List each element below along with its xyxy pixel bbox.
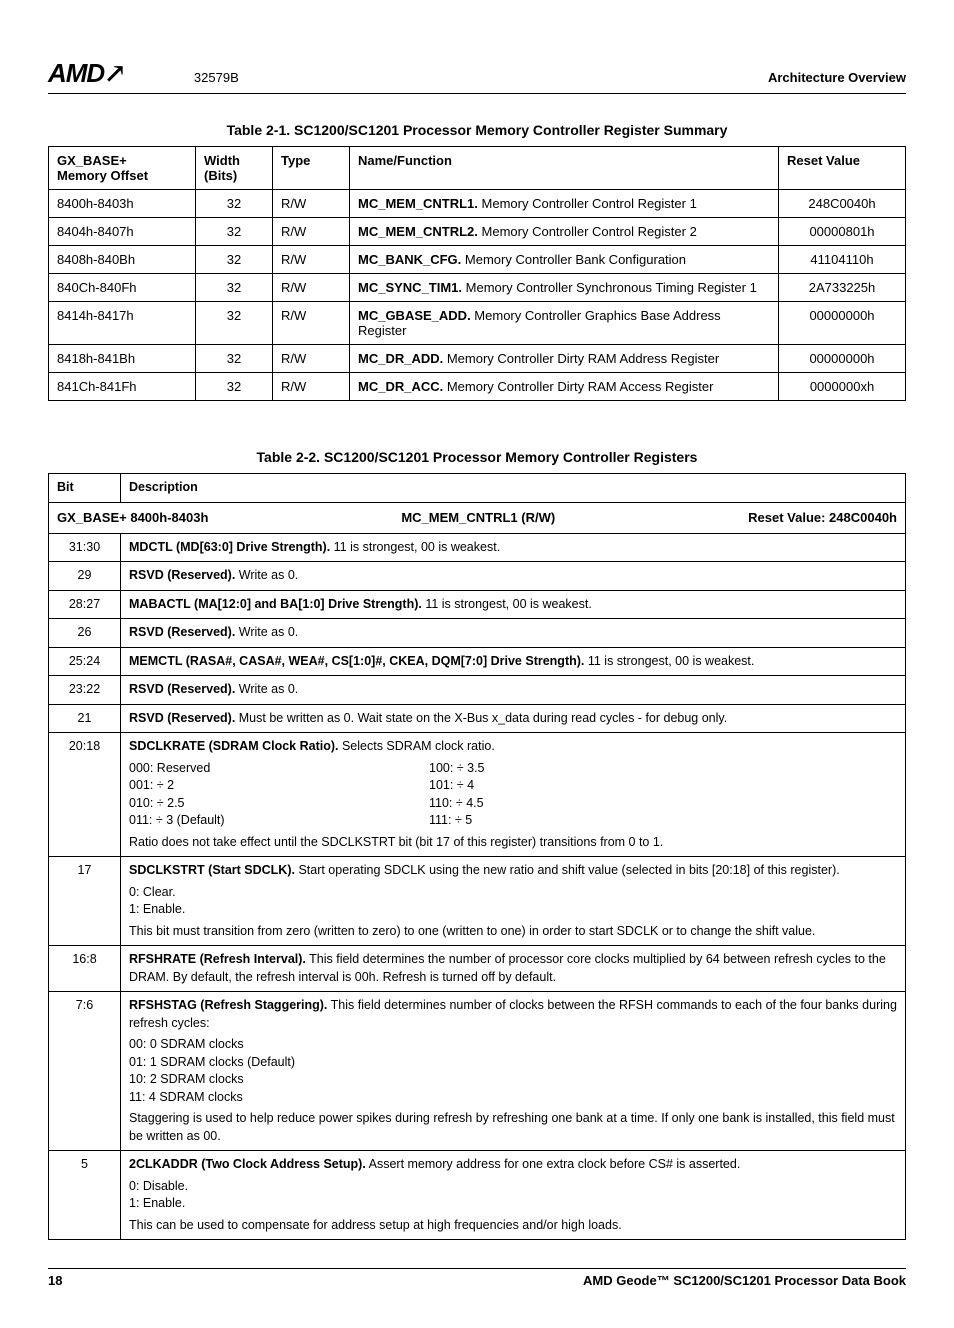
th-desc: Description	[121, 474, 906, 503]
ratio-option: 000: Reserved	[129, 760, 429, 778]
ratio-option: 001: ÷ 2	[129, 777, 429, 795]
table-row: 8408h-840Bh32R/WMC_BANK_CFG. Memory Cont…	[49, 246, 906, 274]
th-type: Type	[273, 147, 350, 190]
ratio-option: 110: ÷ 4.5	[429, 795, 729, 813]
th-name: Name/Function	[350, 147, 779, 190]
value-line: 10: 2 SDRAM clocks	[129, 1071, 897, 1089]
th-offset: GX_BASE+ Memory Offset	[49, 147, 196, 190]
ratio-option: 010: ÷ 2.5	[129, 795, 429, 813]
bit-row: 23:22RSVD (Reserved). Write as 0.	[49, 676, 906, 705]
row-tail: This bit must transition from zero (writ…	[129, 923, 897, 941]
subheader-reset: Reset Value: 248C0040h	[748, 509, 897, 527]
value-line: 1: Enable.	[129, 1195, 897, 1213]
amd-logo: AMD	[48, 58, 104, 88]
table-row: 8404h-8407h32R/WMC_MEM_CNTRL2. Memory Co…	[49, 218, 906, 246]
subheader-name: MC_MEM_CNTRL1 (R/W)	[401, 509, 555, 527]
bit-row: 25:24MEMCTL (RASA#, CASA#, WEA#, CS[1:0]…	[49, 647, 906, 676]
bit-row: 20:18 SDCLKRATE (SDRAM Clock Ratio). Sel…	[49, 733, 906, 857]
page-number: 18	[48, 1273, 62, 1288]
running-footer: 18 AMD Geode™ SC1200/SC1201 Processor Da…	[48, 1268, 906, 1288]
bit-row: 26RSVD (Reserved). Write as 0.	[49, 619, 906, 648]
th-bit: Bit	[49, 474, 121, 503]
doc-id: 32579B	[194, 70, 239, 85]
running-header: AMD↗ 32579B Architecture Overview	[48, 58, 906, 94]
page-root: AMD↗ 32579B Architecture Overview Table …	[0, 0, 954, 1328]
subheader-offset: GX_BASE+ 8400h-8403h	[57, 509, 208, 527]
row-tail: Staggering is used to help reduce power …	[129, 1110, 897, 1145]
row-tail: Ratio does not take effect until the SDC…	[129, 834, 897, 852]
book-title: AMD Geode™ SC1200/SC1201 Processor Data …	[583, 1273, 906, 1288]
bit-row: 5 2CLKADDR (Two Clock Address Setup). As…	[49, 1151, 906, 1240]
ratio-option: 101: ÷ 4	[429, 777, 729, 795]
section-title: Architecture Overview	[768, 70, 906, 85]
table-row: 8414h-8417h32R/WMC_GBASE_ADD. Memory Con…	[49, 302, 906, 345]
bit-row: 31:30MDCTL (MD[63:0] Drive Strength). 11…	[49, 533, 906, 562]
bit-row: 29RSVD (Reserved). Write as 0.	[49, 562, 906, 591]
ratio-option: 011: ÷ 3 (Default)	[129, 812, 429, 830]
table-register-detail: Bit Description GX_BASE+ 8400h-8403h MC_…	[48, 473, 906, 1240]
table-row: 8400h-8403h32R/WMC_MEM_CNTRL1. Memory Co…	[49, 190, 906, 218]
bit-row: 16:8RFSHRATE (Refresh Interval). This fi…	[49, 946, 906, 992]
th-width: Width (Bits)	[196, 147, 273, 190]
table-row: 840Ch-840Fh32R/WMC_SYNC_TIM1. Memory Con…	[49, 274, 906, 302]
ratio-option: 111: ÷ 5	[429, 812, 729, 830]
bit-row: 28:27MABACTL (MA[12:0] and BA[1:0] Drive…	[49, 590, 906, 619]
th-reset: Reset Value	[779, 147, 906, 190]
table2-caption: Table 2-2. SC1200/SC1201 Processor Memor…	[48, 449, 906, 465]
value-line: 0: Clear.	[129, 884, 897, 902]
table-row: 841Ch-841Fh32R/WMC_DR_ACC. Memory Contro…	[49, 373, 906, 401]
value-line: 11: 4 SDRAM clocks	[129, 1089, 897, 1107]
value-line: 0: Disable.	[129, 1178, 897, 1196]
row-tail: This can be used to compensate for addre…	[129, 1217, 897, 1235]
value-line: 1: Enable.	[129, 901, 897, 919]
table1-body: 8400h-8403h32R/WMC_MEM_CNTRL1. Memory Co…	[49, 190, 906, 401]
ratio-option: 100: ÷ 3.5	[429, 760, 729, 778]
value-line: 01: 1 SDRAM clocks (Default)	[129, 1054, 897, 1072]
bit-row: 21RSVD (Reserved). Must be written as 0.…	[49, 704, 906, 733]
bit-row: 17 SDCLKSTRT (Start SDCLK). Start operat…	[49, 857, 906, 946]
table-register-summary: GX_BASE+ Memory Offset Width (Bits) Type…	[48, 146, 906, 401]
table-row: 8418h-841Bh32R/WMC_DR_ADD. Memory Contro…	[49, 345, 906, 373]
table1-caption: Table 2-1. SC1200/SC1201 Processor Memor…	[48, 122, 906, 138]
bit-row: 7:6 RFSHSTAG (Refresh Staggering). This …	[49, 992, 906, 1151]
value-line: 00: 0 SDRAM clocks	[129, 1036, 897, 1054]
register-subheader: GX_BASE+ 8400h-8403h MC_MEM_CNTRL1 (R/W)…	[49, 502, 906, 533]
